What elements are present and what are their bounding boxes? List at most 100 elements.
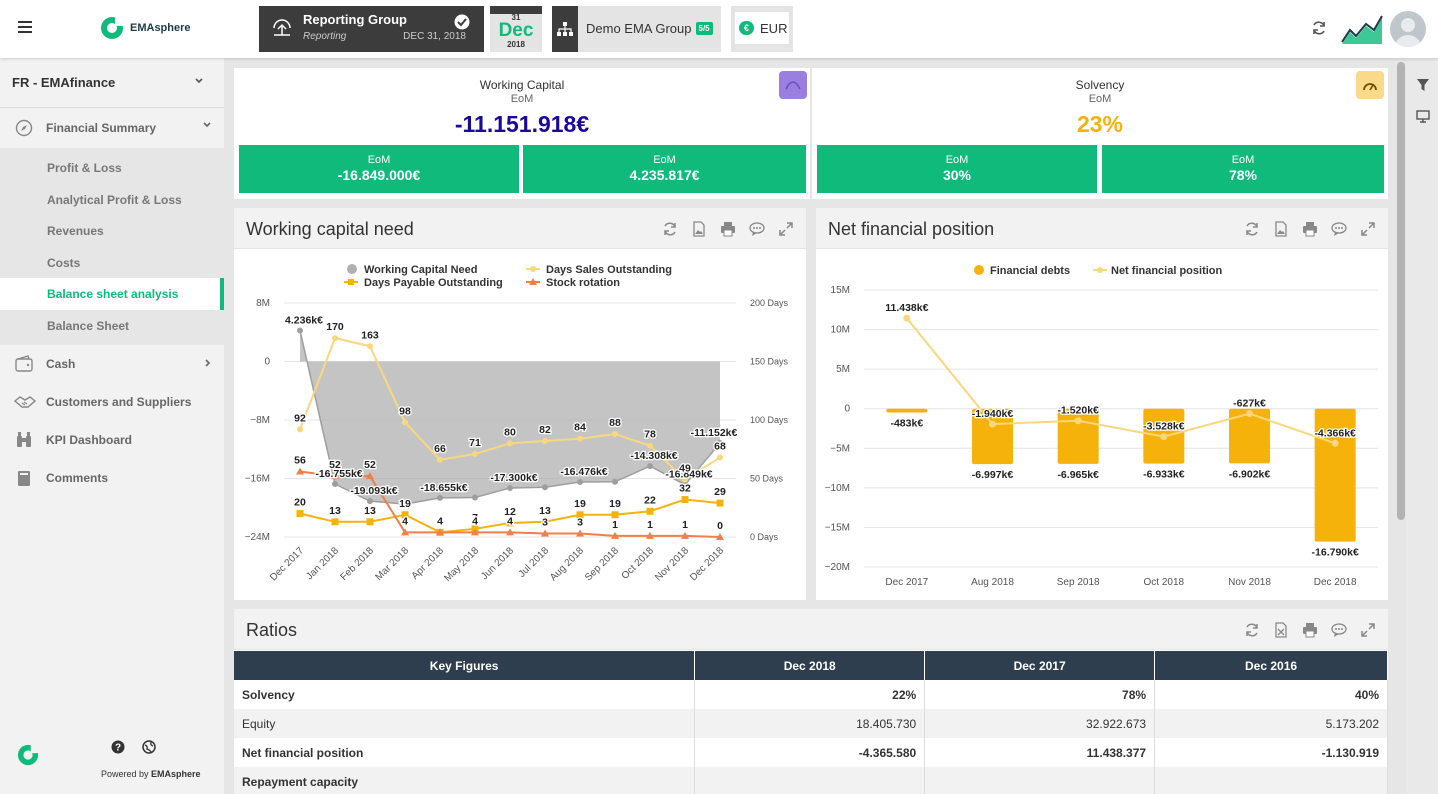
row-label: Net financial position — [234, 738, 696, 767]
data-label-days-payable-outstanding: 20 — [294, 497, 306, 509]
kpi-box: EoM 30% — [817, 145, 1097, 193]
data-label-days-payable-outstanding: 13 — [539, 505, 551, 517]
panel-title: Working capital need — [246, 219, 414, 239]
x-tick-label: Aug 2018 — [971, 577, 1014, 588]
analytics-icon[interactable] — [1340, 12, 1384, 46]
print-icon[interactable] — [720, 221, 736, 237]
y-tick-label: 10M — [831, 325, 850, 336]
calendar-year: 2018 — [507, 40, 525, 49]
image-icon[interactable] — [691, 221, 707, 237]
sidebar-item-customers-suppliers[interactable]: Customers and Suppliers — [0, 383, 224, 421]
group-name: Demo EMA Group — [586, 21, 692, 36]
kpi-box: EoM 4.235.817€ — [523, 145, 806, 193]
refresh-icon[interactable] — [662, 221, 678, 237]
comment-icon[interactable] — [1331, 221, 1347, 237]
sidebar-item-analytical-profit-loss[interactable]: Analytical Profit & Loss — [47, 192, 182, 207]
data-label-financial-debts: -6.933k€ — [1143, 469, 1185, 481]
x-tick-label: Sep 2018 — [583, 545, 621, 583]
data-label-financial-debts: -483k€ — [890, 418, 923, 430]
expand-icon[interactable] — [778, 221, 794, 237]
entity-selector[interactable]: FR - EMAfinance — [0, 58, 224, 108]
currency-selector[interactable]: € EUR — [731, 6, 793, 52]
legend-marker — [1097, 267, 1103, 273]
sidebar-item-balance-sheet[interactable]: Balance Sheet — [47, 318, 130, 333]
point-days-payable-outstanding — [366, 518, 374, 526]
date-selector[interactable]: 31 Dec 2018 — [490, 6, 542, 52]
menu-icon[interactable] — [18, 20, 34, 34]
column-header[interactable]: Dec 2017 — [924, 651, 1156, 680]
point-working-capital-need — [577, 478, 583, 485]
kpi-solvency: Solvency EoM 23% EoM 30% EoM 78% — [812, 68, 1388, 199]
data-label-wcn: -19.093k€ — [350, 485, 397, 497]
column-header[interactable]: Dec 2018 — [694, 651, 926, 680]
point-net-financial-position — [989, 420, 996, 428]
print-icon[interactable] — [1302, 622, 1318, 638]
sidebar-item-financial-summary[interactable]: Financial Summary — [0, 108, 224, 148]
reporting-group-selector[interactable]: Reporting Group Reporting DEC 31, 2018 — [259, 6, 484, 52]
refresh-icon[interactable] — [1244, 622, 1260, 638]
point-working-capital-need — [682, 481, 688, 488]
excel-icon[interactable] — [1273, 622, 1289, 638]
bar-financial-debts — [1229, 408, 1270, 464]
sidebar-item-kpi-dashboard[interactable]: KPI Dashboard — [0, 421, 224, 459]
image-icon[interactable] — [1273, 221, 1289, 237]
binoculars-icon — [17, 432, 31, 447]
sidebar-item-profit-loss[interactable]: Profit & Loss — [47, 161, 122, 175]
kpi-working-capital: Working Capital EoM -11.151.918€ EoM -16.… — [234, 68, 810, 199]
scrollbar[interactable] — [1397, 62, 1405, 520]
globe-icon[interactable] — [142, 740, 156, 754]
column-header[interactable]: Dec 2016 — [1154, 651, 1388, 680]
expand-icon[interactable] — [1360, 221, 1376, 237]
point-days-sales-outstanding — [542, 438, 548, 445]
print-icon[interactable] — [1302, 221, 1318, 237]
table-row: Net financial position -4.365.580 11.438… — [234, 738, 1388, 767]
sidebar-item-comments[interactable]: Comments — [0, 459, 224, 497]
group-selector[interactable]: Demo EMA Group 5/5 — [552, 6, 721, 52]
logo[interactable]: EMAsphere — [100, 16, 191, 40]
data-label-days-sales-outstanding: 66 — [434, 443, 446, 455]
reporting-title: Reporting Group — [303, 12, 407, 27]
sidebar-item-balance-sheet-analysis[interactable]: Balance sheet analysis — [0, 278, 224, 310]
comment-icon[interactable] — [1331, 622, 1347, 638]
data-label-wcn: -18.655k€ — [420, 482, 467, 494]
column-header[interactable]: Key Figures — [234, 651, 696, 680]
panel-header: Working capital need — [234, 208, 806, 249]
sidebar-item-costs[interactable]: Costs — [47, 255, 81, 270]
data-label-financial-debts: -6.997k€ — [972, 469, 1014, 481]
point-days-sales-outstanding — [577, 435, 583, 442]
legend-marker — [974, 265, 984, 275]
refresh-icon[interactable] — [1244, 221, 1260, 237]
y-tick-label: −15M — [825, 522, 850, 533]
y-tick-label: 15M — [831, 285, 850, 296]
help-icon[interactable]: ? — [111, 740, 125, 754]
data-label-days-payable-outstanding: 19 — [574, 498, 586, 510]
trend-icon[interactable] — [779, 71, 807, 99]
data-label-stock-rotation: 1 — [647, 519, 653, 531]
user-avatar[interactable] — [1390, 11, 1426, 47]
y-tick-label: −20M — [825, 562, 850, 573]
legend-label: Financial debts — [990, 265, 1070, 277]
data-label-wcn: -16.849k€ — [665, 469, 712, 481]
sidebar: FR - EMAfinance Financial Summary Profit… — [0, 58, 224, 794]
kpi-subtitle: EoM — [1088, 93, 1112, 105]
x-tick-label: Dec 2018 — [688, 545, 726, 583]
presentation-icon[interactable] — [1416, 109, 1430, 123]
data-label-financial-debts: -6.965k€ — [1057, 469, 1099, 481]
point-stock-rotation — [471, 528, 479, 536]
kpi-box: EoM -16.849.000€ — [239, 145, 519, 193]
filter-icon[interactable] — [1416, 78, 1430, 92]
reporting-date: DEC 31, 2018 — [403, 31, 466, 42]
gauge-icon[interactable] — [1356, 71, 1384, 99]
panel-header: Net financial position — [816, 208, 1388, 249]
refresh-icon[interactable] — [1311, 20, 1327, 36]
panel-working-capital-need: Working capital need 8M 0 −8M −16M −24M 200 D… — [234, 208, 806, 600]
expand-icon[interactable] — [1360, 622, 1376, 638]
comment-icon[interactable] — [749, 221, 765, 237]
x-tick-label: Apr 2018 — [410, 545, 447, 582]
point-working-capital-need — [367, 498, 373, 505]
line-net-financial-position — [906, 317, 1336, 445]
data-label-days-payable-outstanding: 29 — [714, 486, 726, 498]
sidebar-item-revenues[interactable]: Revenues — [47, 224, 104, 238]
data-label-days-sales-outstanding: 49 — [679, 463, 691, 475]
sidebar-item-cash[interactable]: Cash — [0, 345, 224, 383]
